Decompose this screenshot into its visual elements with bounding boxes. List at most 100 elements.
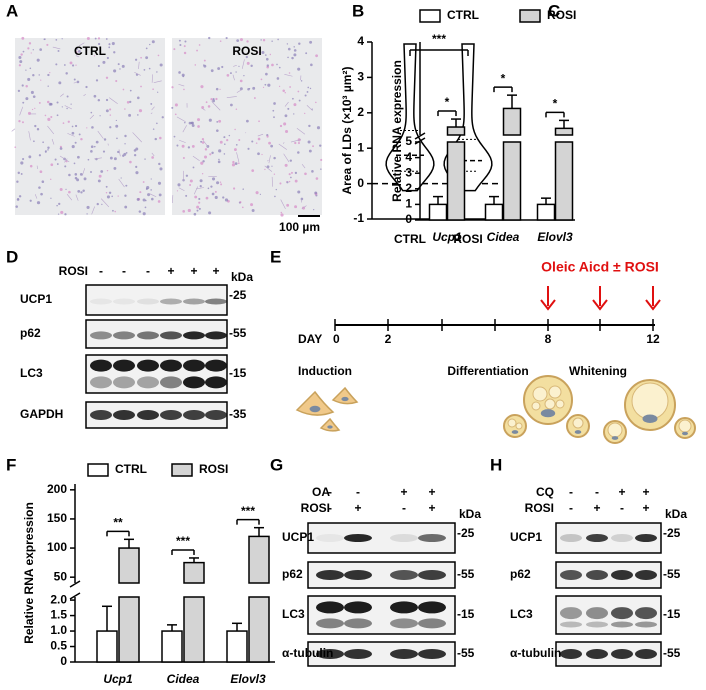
- tissue-dot: [291, 56, 294, 60]
- tissue-dot: [290, 176, 292, 179]
- tissue-dot: [271, 165, 273, 167]
- arrow-head: [540, 299, 556, 311]
- blot-band: [183, 359, 205, 372]
- tissue-dot: [44, 114, 47, 117]
- tissue-dot: [96, 202, 99, 206]
- tissue-dot: [274, 195, 276, 198]
- tissue-dot: [255, 191, 259, 195]
- tissue-dot: [105, 98, 109, 102]
- tissue-dot: [113, 69, 117, 73]
- membrane: [109, 97, 118, 105]
- tissue-dot: [253, 97, 256, 99]
- membrane: [28, 131, 31, 141]
- treatment-label: ROSI: [59, 264, 88, 278]
- tissue-dot: [113, 51, 116, 54]
- tissue-dot: [61, 38, 63, 40]
- tissue-dot: [205, 196, 209, 200]
- tissue-dot: [181, 144, 185, 148]
- tissue-dot: [250, 203, 254, 207]
- membrane: [301, 164, 306, 169]
- tissue-dot: [86, 205, 90, 210]
- blot-band: [160, 359, 182, 372]
- membrane: [83, 93, 86, 97]
- membrane: [283, 142, 285, 144]
- blot-band: [418, 601, 446, 614]
- tissue-dot: [218, 119, 222, 123]
- membrane: [150, 112, 153, 114]
- tissue-dot: [306, 91, 309, 93]
- tissue-dot: [251, 140, 254, 143]
- membrane: [202, 140, 209, 148]
- tissue-dot: [124, 134, 127, 138]
- x-tick-label: Ucp1: [103, 672, 133, 686]
- tissue-dot: [128, 113, 132, 117]
- tissue-dot: [27, 77, 31, 81]
- violin: [385, 43, 435, 192]
- tissue-dot: [313, 208, 315, 211]
- treatment-sign: -: [99, 264, 103, 278]
- tissue-dot: [204, 148, 208, 151]
- tissue-dot: [222, 196, 225, 199]
- blot-band: [560, 570, 582, 580]
- y-tick-label: 2: [405, 181, 412, 195]
- tissue-dot: [30, 52, 32, 54]
- y-tick-label: 1.0: [50, 623, 67, 637]
- treatment-sign: +: [212, 264, 219, 278]
- day-tick: 12: [646, 332, 660, 346]
- row-label: α-tubulin: [282, 646, 333, 660]
- x-tick-label: Cidea: [167, 672, 200, 686]
- y-tick-label: 2.0: [50, 592, 67, 606]
- tissue-dot: [114, 210, 117, 213]
- tissue-dot: [200, 140, 203, 143]
- tissue-dot: [232, 160, 235, 164]
- tissue-dot: [216, 129, 219, 132]
- tissue-dot: [32, 49, 34, 51]
- size-marker: -35: [229, 407, 247, 421]
- tissue-dot: [198, 44, 201, 46]
- tissue-dot: [61, 106, 63, 108]
- tissue-dot: [47, 149, 49, 151]
- tissue-dot: [40, 192, 43, 196]
- tissue-dot: [59, 188, 63, 192]
- lipid-droplet: [555, 399, 565, 409]
- membrane: [78, 42, 85, 47]
- phase-label: Induction: [298, 364, 352, 378]
- membrane: [236, 152, 240, 163]
- membrane: [66, 194, 73, 201]
- tissue-dot: [66, 107, 68, 110]
- blot-band: [586, 649, 608, 659]
- membrane: [233, 64, 237, 67]
- tissue-dot: [55, 39, 58, 41]
- tissue-dot: [294, 179, 298, 183]
- tissue-dot: [178, 71, 181, 74]
- y-tick-label: 200: [47, 482, 67, 496]
- blot-band: [137, 410, 159, 420]
- blot-band: [611, 621, 633, 628]
- tissue-dot: [243, 74, 245, 77]
- blot-band: [205, 410, 227, 420]
- membrane: [89, 114, 95, 120]
- tissue-dot: [20, 53, 23, 56]
- tissue-dot: [94, 37, 97, 40]
- blot-band: [635, 570, 657, 580]
- tissue-dot: [247, 147, 250, 150]
- treatment-sign: -: [402, 501, 406, 515]
- row-label: UCP1: [510, 530, 542, 544]
- tissue-dot: [315, 177, 319, 180]
- blot-band: [113, 331, 135, 340]
- tissue-dot: [271, 40, 273, 43]
- blot-band: [611, 649, 633, 659]
- membrane: [178, 187, 185, 192]
- membrane: [84, 47, 88, 51]
- legend-swatch: [519, 9, 541, 23]
- membrane: [278, 143, 288, 150]
- tissue-dot: [205, 101, 208, 104]
- nucleus: [511, 430, 519, 434]
- blot-band: [316, 570, 344, 580]
- blot-band: [344, 618, 372, 629]
- tissue-dot: [27, 111, 32, 115]
- blot-frame: [85, 354, 228, 394]
- tissue-dot: [20, 173, 23, 175]
- membrane: [153, 80, 162, 83]
- legend-swatch: [171, 463, 193, 477]
